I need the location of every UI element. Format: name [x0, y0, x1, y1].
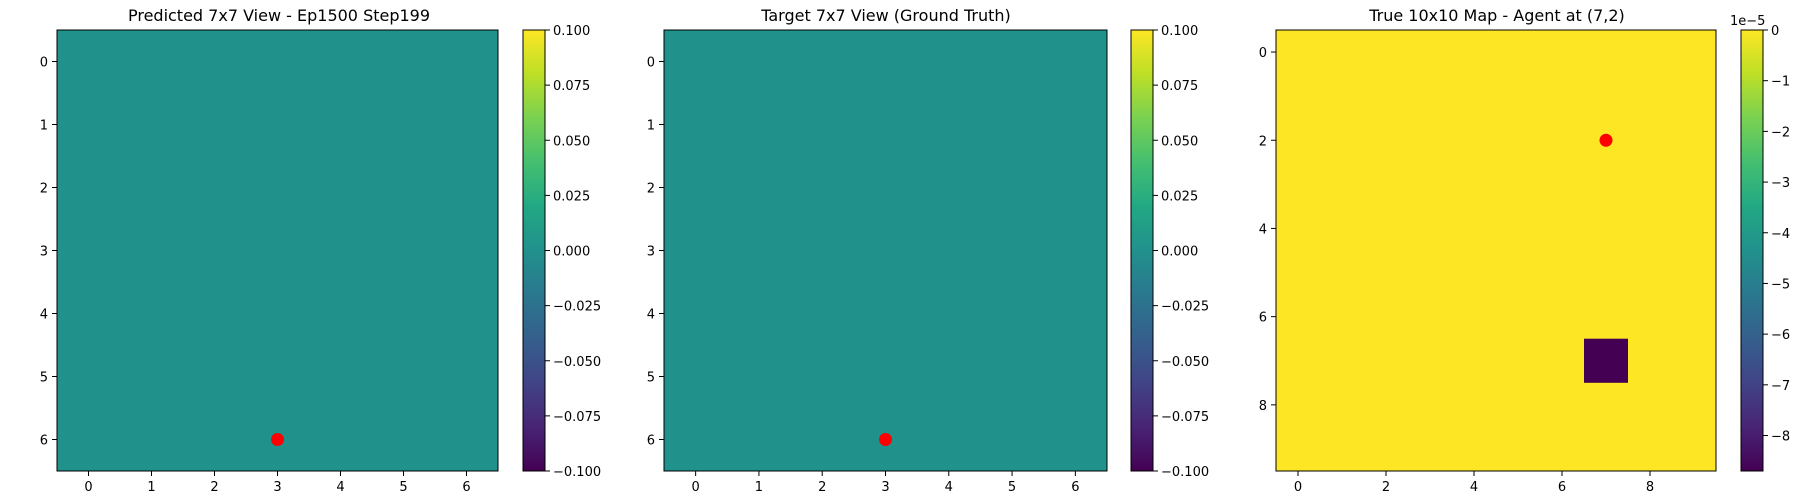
colorbar-tick-label: −0.075	[1161, 410, 1209, 425]
x-axis: 0 1 2 3 4 5 6	[692, 471, 1079, 495]
x-tick-label: 1	[755, 480, 763, 495]
colorbar-tick-label: −4	[1771, 227, 1790, 242]
x-tick-label: 0	[84, 480, 92, 495]
x-tick-label: 6	[1071, 480, 1079, 495]
y-axis: 0 1 2 3 4 5 6	[647, 56, 664, 449]
y-tick-label: 3	[40, 245, 48, 260]
colorbar-tick-label: 0.025	[1161, 189, 1198, 204]
x-axis: 0 1 2 3 4 5 6	[84, 471, 471, 495]
colorbar	[522, 29, 546, 472]
colorbar-tick-label: −1	[1771, 75, 1790, 90]
colorbar-tick-label: 0.025	[553, 189, 590, 204]
colorbar-tick-label: 0.000	[1161, 245, 1198, 260]
y-tick-label: 2	[647, 182, 655, 197]
y-tick-label: 0	[40, 56, 48, 71]
heatmap-background	[1276, 30, 1716, 471]
y-tick-label: 0	[647, 56, 655, 71]
colorbar-tick-label: −3	[1771, 176, 1790, 191]
chart-title: Target 7x7 View (Ground Truth)	[760, 6, 1011, 25]
colorbar-tick-label: 0.075	[553, 79, 590, 94]
x-tick-label: 2	[210, 480, 218, 495]
heatmap-cell	[664, 30, 1107, 471]
heatmap-cell	[1584, 338, 1628, 383]
x-tick-label: 6	[1558, 480, 1566, 495]
y-tick-label: 1	[647, 119, 655, 134]
colorbar-axis: 0 −1 −2 −3 −4 −5 −6 −7 −8	[1763, 24, 1790, 445]
y-axis: 0 2 4 6 8	[1259, 46, 1276, 414]
y-axis: 0 1 2 3 4 5 6	[40, 56, 57, 449]
y-tick-label: 1	[40, 119, 48, 134]
y-tick-label: 6	[1259, 311, 1267, 326]
colorbar-tick-label: 0.050	[1161, 134, 1198, 149]
x-tick-label: 3	[273, 480, 281, 495]
colorbar-tick-label: 0.000	[553, 245, 590, 260]
x-tick-label: 0	[1294, 480, 1302, 495]
x-tick-label: 3	[881, 480, 889, 495]
colorbar-tick-label: 0.075	[1161, 79, 1198, 94]
colorbar-axis: 0.100 0.075 0.050 0.025 0.000 −0.025 −0.050 −0.…	[545, 24, 601, 480]
x-axis: 0 2 4 6 8	[1294, 471, 1654, 495]
x-tick-label: 4	[1470, 480, 1478, 495]
heatmap-cell	[57, 30, 498, 471]
x-tick-label: 4	[945, 480, 953, 495]
y-tick-label: 8	[1259, 399, 1267, 414]
x-tick-label: 8	[1646, 480, 1654, 495]
colorbar-tick-label: −0.050	[553, 355, 601, 370]
x-tick-label: 4	[336, 480, 344, 495]
predicted-view-panel: Predicted 7x7 View - Ep1500 Step199 0 1 2 3…	[40, 6, 601, 495]
x-tick-label: 2	[1382, 480, 1390, 495]
colorbar-tick-label: −0.100	[553, 465, 601, 480]
colorbar-tick-label: 0	[1771, 24, 1779, 39]
colorbar-tick-label: −6	[1771, 328, 1790, 343]
x-tick-label: 5	[1008, 480, 1016, 495]
agent-marker	[271, 433, 284, 446]
colorbar-tick-label: 0.050	[553, 134, 590, 149]
x-tick-label: 1	[147, 480, 155, 495]
y-tick-label: 4	[647, 308, 655, 323]
colorbar-tick-label: −0.025	[1161, 300, 1209, 315]
agent-marker	[1599, 133, 1613, 147]
colorbar-tick-label: −0.025	[553, 300, 601, 315]
chart-title: True 10x10 Map - Agent at (7,2)	[1368, 6, 1625, 25]
y-tick-label: 5	[647, 371, 655, 386]
y-tick-label: 6	[40, 434, 48, 449]
colorbar-tick-label: −8	[1771, 430, 1790, 445]
colorbar-tick-label: −0.100	[1161, 465, 1209, 480]
colorbar	[1740, 29, 1764, 472]
y-tick-label: 2	[40, 182, 48, 197]
x-tick-label: 6	[462, 480, 470, 495]
x-tick-label: 5	[399, 480, 407, 495]
y-tick-label: 4	[1259, 222, 1267, 237]
colorbar-axis: 0.100 0.075 0.050 0.025 0.000 −0.025 −0.050 −0.…	[1153, 24, 1209, 480]
colorbar	[1130, 29, 1154, 472]
x-tick-label: 2	[818, 480, 826, 495]
colorbar-tick-label: −5	[1771, 277, 1790, 292]
heatmap-cells	[1584, 338, 1628, 383]
plot-frame	[1275, 29, 1717, 472]
y-tick-label: 6	[647, 434, 655, 449]
colorbar-scale-label: 1e−5	[1730, 14, 1765, 29]
target-view-panel: Target 7x7 View (Ground Truth) 0 1 2 3 4 5 6 0…	[647, 6, 1209, 495]
colorbar-tick-label: −2	[1771, 125, 1790, 140]
colorbar-tick-label: 0.100	[1161, 24, 1198, 39]
true-map-panel: True 10x10 Map - Agent at (7,2) 0 2 4 6 8 0 2…	[1259, 6, 1790, 495]
y-tick-label: 5	[40, 371, 48, 386]
colorbar-tick-label: −7	[1771, 379, 1790, 394]
y-tick-label: 3	[647, 245, 655, 260]
chart-title: Predicted 7x7 View - Ep1500 Step199	[128, 6, 430, 25]
x-tick-label: 0	[692, 480, 700, 495]
y-tick-label: 0	[1259, 46, 1267, 61]
colorbar-tick-label: −0.050	[1161, 355, 1209, 370]
agent-marker	[879, 433, 892, 446]
colorbar-tick-label: 0.100	[553, 24, 590, 39]
y-tick-label: 4	[40, 308, 48, 323]
colorbar-tick-label: −0.075	[553, 410, 601, 425]
y-tick-label: 2	[1259, 134, 1267, 149]
